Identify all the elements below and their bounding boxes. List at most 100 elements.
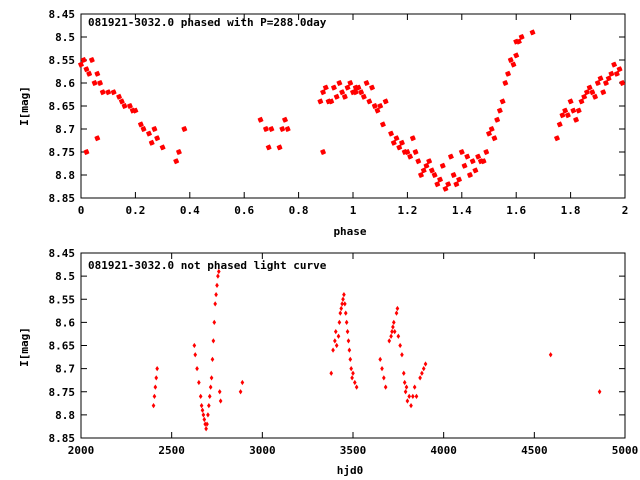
unphased-data-point bbox=[423, 361, 428, 367]
unphased-data-point bbox=[394, 310, 399, 316]
phased-data-point bbox=[450, 172, 457, 178]
unphased-data-point bbox=[207, 393, 212, 399]
unphased-data-point bbox=[391, 319, 396, 325]
phased-data-point bbox=[507, 57, 514, 63]
phased-x-tick-label: 1 bbox=[350, 204, 357, 217]
phased-data-point bbox=[91, 80, 98, 86]
phased-data-point bbox=[377, 103, 384, 109]
phased-data-point bbox=[344, 84, 351, 91]
phased-y-tick-label: 8.5 bbox=[55, 31, 75, 44]
phased-x-axis-label: phase bbox=[333, 225, 366, 238]
unphased-data-point bbox=[154, 375, 159, 381]
unphased-data-point bbox=[205, 421, 209, 427]
phased-data-point bbox=[407, 153, 414, 160]
phased-data-point bbox=[268, 126, 275, 132]
phased-data-point bbox=[366, 98, 373, 105]
unphased-data-point bbox=[343, 310, 348, 316]
phased-data-point bbox=[358, 89, 365, 96]
phased-data-point bbox=[431, 172, 438, 178]
phased-data-point bbox=[80, 57, 87, 63]
unphased-data-point bbox=[405, 398, 410, 404]
phased-data-point bbox=[110, 89, 117, 96]
unphased-data-point bbox=[204, 426, 208, 432]
unphased-data-point bbox=[211, 338, 216, 344]
phased-data-point bbox=[458, 149, 465, 155]
phased-data-point bbox=[88, 57, 95, 63]
phased-data-point bbox=[382, 98, 389, 105]
phased-plot-title: 081921-3032.0 phased with P=288.0day bbox=[88, 16, 327, 29]
phased-plot-frame bbox=[80, 13, 626, 199]
unphased-data-point bbox=[155, 366, 159, 372]
phased-data-point bbox=[86, 70, 93, 77]
phased-data-point bbox=[276, 144, 283, 151]
unphased-data-point bbox=[339, 305, 344, 312]
phased-y-axis-label: I[mag] bbox=[18, 86, 31, 126]
phased-data-point bbox=[99, 89, 106, 96]
phased-x-tick-label: 1.4 bbox=[452, 204, 472, 217]
unphased-data-point bbox=[331, 347, 335, 353]
phased-data-point bbox=[513, 52, 520, 59]
unphased-data-point bbox=[382, 375, 386, 381]
unphased-data-point bbox=[152, 393, 157, 399]
phased-x-tick-label: 0.6 bbox=[234, 204, 254, 217]
unphased-plot-frame bbox=[80, 252, 626, 439]
unphased-data-point bbox=[200, 407, 205, 413]
unphased-data-point bbox=[402, 379, 407, 386]
phased-data-point bbox=[619, 80, 626, 86]
phased-data-point bbox=[347, 80, 354, 86]
unphased-data-point bbox=[352, 379, 357, 386]
phased-data-point bbox=[409, 135, 416, 142]
unphased-x-tick-label: 3000 bbox=[249, 444, 276, 457]
phased-y-tick-label: 8.7 bbox=[55, 123, 75, 136]
phased-data-point bbox=[502, 80, 509, 86]
phased-data-point bbox=[529, 29, 536, 36]
phased-data-point bbox=[265, 144, 272, 151]
unphased-data-point bbox=[349, 366, 354, 372]
phased-data-point bbox=[181, 126, 188, 132]
phased-data-point bbox=[496, 107, 503, 114]
unphased-data-point bbox=[206, 412, 210, 418]
phased-data-point bbox=[257, 116, 264, 123]
phased-data-point bbox=[564, 112, 571, 119]
unphased-data-point bbox=[411, 393, 415, 399]
phased-data-point bbox=[132, 107, 139, 114]
phased-data-point bbox=[317, 98, 324, 105]
unphased-data-point bbox=[202, 416, 207, 423]
phased-data-point bbox=[97, 80, 103, 86]
phased-data-point bbox=[573, 116, 579, 123]
unphased-data-point bbox=[238, 389, 243, 395]
phased-data-point bbox=[491, 135, 498, 142]
unphased-data-point bbox=[597, 389, 602, 395]
unphased-x-tick-label: 3500 bbox=[340, 444, 367, 457]
phased-data-point bbox=[510, 61, 517, 68]
unphased-data-point bbox=[347, 347, 352, 353]
phased-data-point bbox=[423, 162, 430, 169]
phased-data-point bbox=[116, 93, 122, 100]
phased-data-point bbox=[592, 93, 598, 100]
phased-data-point bbox=[518, 34, 525, 40]
unphased-y-axis-label: I[mag] bbox=[18, 327, 31, 367]
phased-data-point bbox=[331, 84, 337, 91]
unphased-data-point bbox=[391, 324, 395, 330]
unphased-y-tick-label: 8.75 bbox=[49, 386, 76, 399]
phased-data-point bbox=[597, 75, 604, 82]
unphased-data-point bbox=[333, 338, 337, 344]
phased-data-point bbox=[140, 126, 147, 132]
phased-y-tick-label: 8.8 bbox=[55, 169, 75, 182]
phased-y-tick-label: 8.45 bbox=[49, 8, 76, 21]
unphased-data-point bbox=[342, 292, 346, 298]
phased-data-point bbox=[118, 98, 125, 105]
unphased-data-point bbox=[337, 319, 342, 325]
phased-data-point bbox=[322, 84, 329, 91]
unphased-data-point bbox=[418, 375, 422, 381]
unphased-data-point bbox=[153, 384, 158, 390]
phased-data-point bbox=[263, 126, 269, 132]
phased-data-point bbox=[554, 135, 560, 142]
phased-data-point bbox=[137, 121, 144, 128]
unphased-data-point bbox=[217, 389, 222, 395]
phased-data-point bbox=[154, 135, 161, 142]
phased-light-curve-plot: 081921-3032.0 phased with P=288.0day pha… bbox=[18, 8, 628, 238]
phased-x-tick-label: 0.4 bbox=[180, 204, 200, 217]
unphased-data-point bbox=[414, 393, 419, 399]
phased-data-point bbox=[567, 98, 574, 105]
